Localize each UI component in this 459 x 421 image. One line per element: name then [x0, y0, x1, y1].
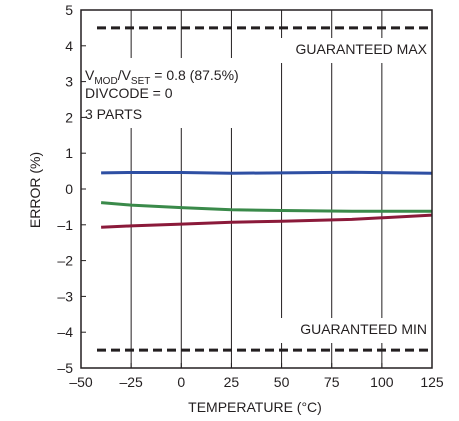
- x-tick-label: 125: [420, 374, 444, 390]
- grid: [130, 10, 383, 368]
- y-tick-label: –5: [57, 360, 73, 376]
- plot-frame: [80, 9, 433, 369]
- x-tick-label: 50: [274, 374, 290, 390]
- y-tick-label: –2: [57, 253, 73, 269]
- y-tick-label: 5: [65, 2, 73, 18]
- condition-annotation-vmod-vset: VMOD/VSET = 0.8 (87.5%): [85, 67, 239, 87]
- x-tick-label: 75: [324, 374, 340, 390]
- x-tick-labels: –50 –25 0 25 50 75 100 125: [69, 363, 444, 390]
- x-axis-label: TEMPERATURE (°C): [188, 399, 322, 415]
- x-tick-label: –25: [119, 374, 143, 390]
- y-tick-label: 2: [65, 109, 73, 125]
- series-line-3: [101, 213, 433, 229]
- y-tick-label: 1: [65, 145, 73, 161]
- y-tick-label: –1: [57, 217, 73, 233]
- x-tick-label: 0: [177, 374, 185, 390]
- y-tick-label: –4: [57, 324, 73, 340]
- y-axis-label: ERROR (%): [27, 152, 43, 228]
- series-line-2: [100, 201, 432, 213]
- y-tick-label: –3: [57, 288, 73, 304]
- x-tick-label: –50: [69, 374, 93, 390]
- condition-annotation-divcode: DIVCODE = 0: [85, 85, 173, 101]
- x-tick-label: 25: [224, 374, 240, 390]
- max-limit-label: GUARANTEED MAX: [296, 41, 428, 57]
- min-limit-label: GUARANTEED MIN: [300, 321, 427, 337]
- y-tick-label: 4: [65, 38, 73, 54]
- condition-annotation-parts: 3 PARTS: [85, 106, 142, 122]
- series-lines: [100, 170, 433, 229]
- series-line-1: [101, 170, 433, 175]
- y-tick-label: 3: [65, 74, 73, 90]
- y-tick-label: 0: [65, 181, 73, 197]
- x-tick-label: 100: [370, 374, 394, 390]
- y-tick-labels: –5 –4 –3 –2 –1 0 1 2 3 4 5: [57, 2, 86, 376]
